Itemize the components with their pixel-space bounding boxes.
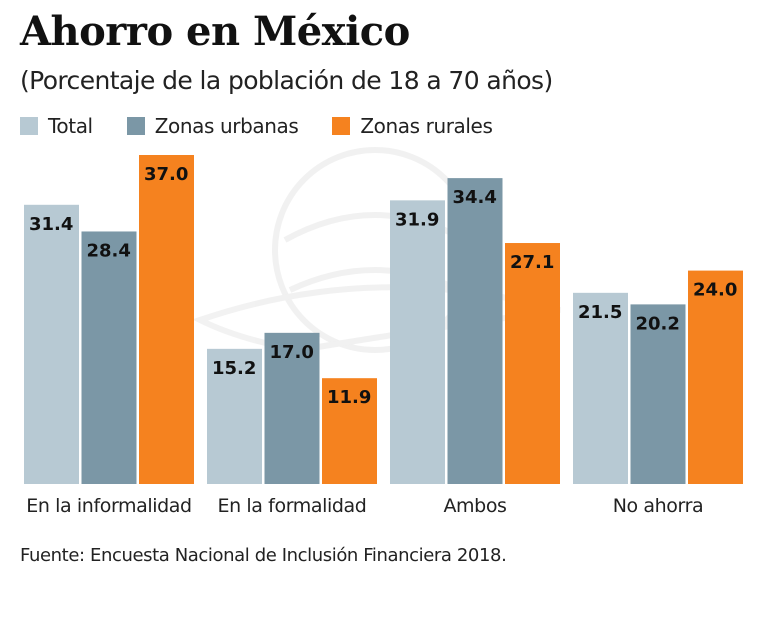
legend-swatch-urban	[126, 117, 145, 135]
bar-zonas-urbanas-no-ahorra	[630, 304, 686, 484]
legend: Total Zonas urbanas Zonas rurales	[20, 114, 526, 138]
value-label-total-en-la-informalidad: 31.4	[29, 214, 73, 235]
x-tick-label-en-la-formalidad: En la formalidad	[218, 495, 367, 517]
bar-total-en-la-formalidad	[207, 348, 262, 484]
legend-item-rural: Zonas rurales	[332, 114, 493, 138]
value-label-zonas-rurales-no-ahorra: 24.0	[693, 280, 737, 301]
chart-title: Ahorro en México	[20, 8, 410, 55]
source-note: Fuente: Encuesta Nacional de Inclusión F…	[20, 545, 507, 566]
legend-item-total: Total	[20, 114, 93, 138]
bar-zonas-urbanas-en-la-informalidad	[81, 231, 137, 484]
value-labels-layer: 31.4 28.4 37.0 15.2 17.0 11.9 31.9 34.4 27.1 21.5…	[29, 164, 737, 408]
value-label-zonas-urbanas-en-la-informalidad: 28.4	[87, 240, 131, 261]
bar-zonas-rurales-en-la-informalidad	[139, 155, 194, 484]
legend-item-urban: Zonas urbanas	[126, 114, 299, 138]
bar-zonas-rurales-ambos	[505, 243, 560, 484]
value-label-total-ambos: 31.9	[395, 209, 439, 230]
bar-zonas-urbanas-ambos	[447, 178, 503, 485]
x-tick-label-no-ahorra: No ahorra	[613, 495, 704, 517]
bar-total-ambos	[390, 200, 445, 485]
x-labels-layer: En la informalidad En la formalidad Ambos N…	[26, 495, 703, 517]
x-tick-label-en-la-informalidad: En la informalidad	[26, 495, 191, 517]
value-label-total-en-la-formalidad: 15.2	[212, 358, 256, 379]
legend-label-rural: Zonas rurales	[360, 114, 493, 138]
value-label-total-no-ahorra: 21.5	[578, 302, 622, 323]
value-label-zonas-urbanas-ambos: 34.4	[453, 187, 497, 208]
bar-total-en-la-informalidad	[24, 204, 79, 484]
value-label-zonas-rurales-en-la-informalidad: 37.0	[144, 164, 188, 185]
legend-swatch-total	[20, 117, 38, 135]
legend-label-total: Total	[48, 114, 93, 138]
value-label-zonas-urbanas-en-la-formalidad: 17.0	[270, 342, 314, 363]
bar-zonas-rurales-no-ahorra	[688, 270, 743, 484]
chart-subtitle: (Porcentaje de la población de 18 a 70 a…	[20, 66, 553, 95]
bars-layer	[24, 155, 743, 485]
legend-swatch-rural	[332, 117, 351, 135]
x-tick-label-ambos: Ambos	[443, 495, 506, 517]
value-label-zonas-rurales-en-la-formalidad: 11.9	[327, 387, 371, 408]
value-label-zonas-urbanas-no-ahorra: 20.2	[636, 313, 680, 334]
value-label-zonas-rurales-ambos: 27.1	[510, 252, 554, 273]
bar-zonas-rurales-en-la-formalidad	[322, 378, 377, 484]
bar-zonas-urbanas-en-la-formalidad	[264, 332, 320, 484]
legend-label-urban: Zonas urbanas	[154, 114, 299, 138]
bar-total-no-ahorra	[573, 292, 628, 484]
